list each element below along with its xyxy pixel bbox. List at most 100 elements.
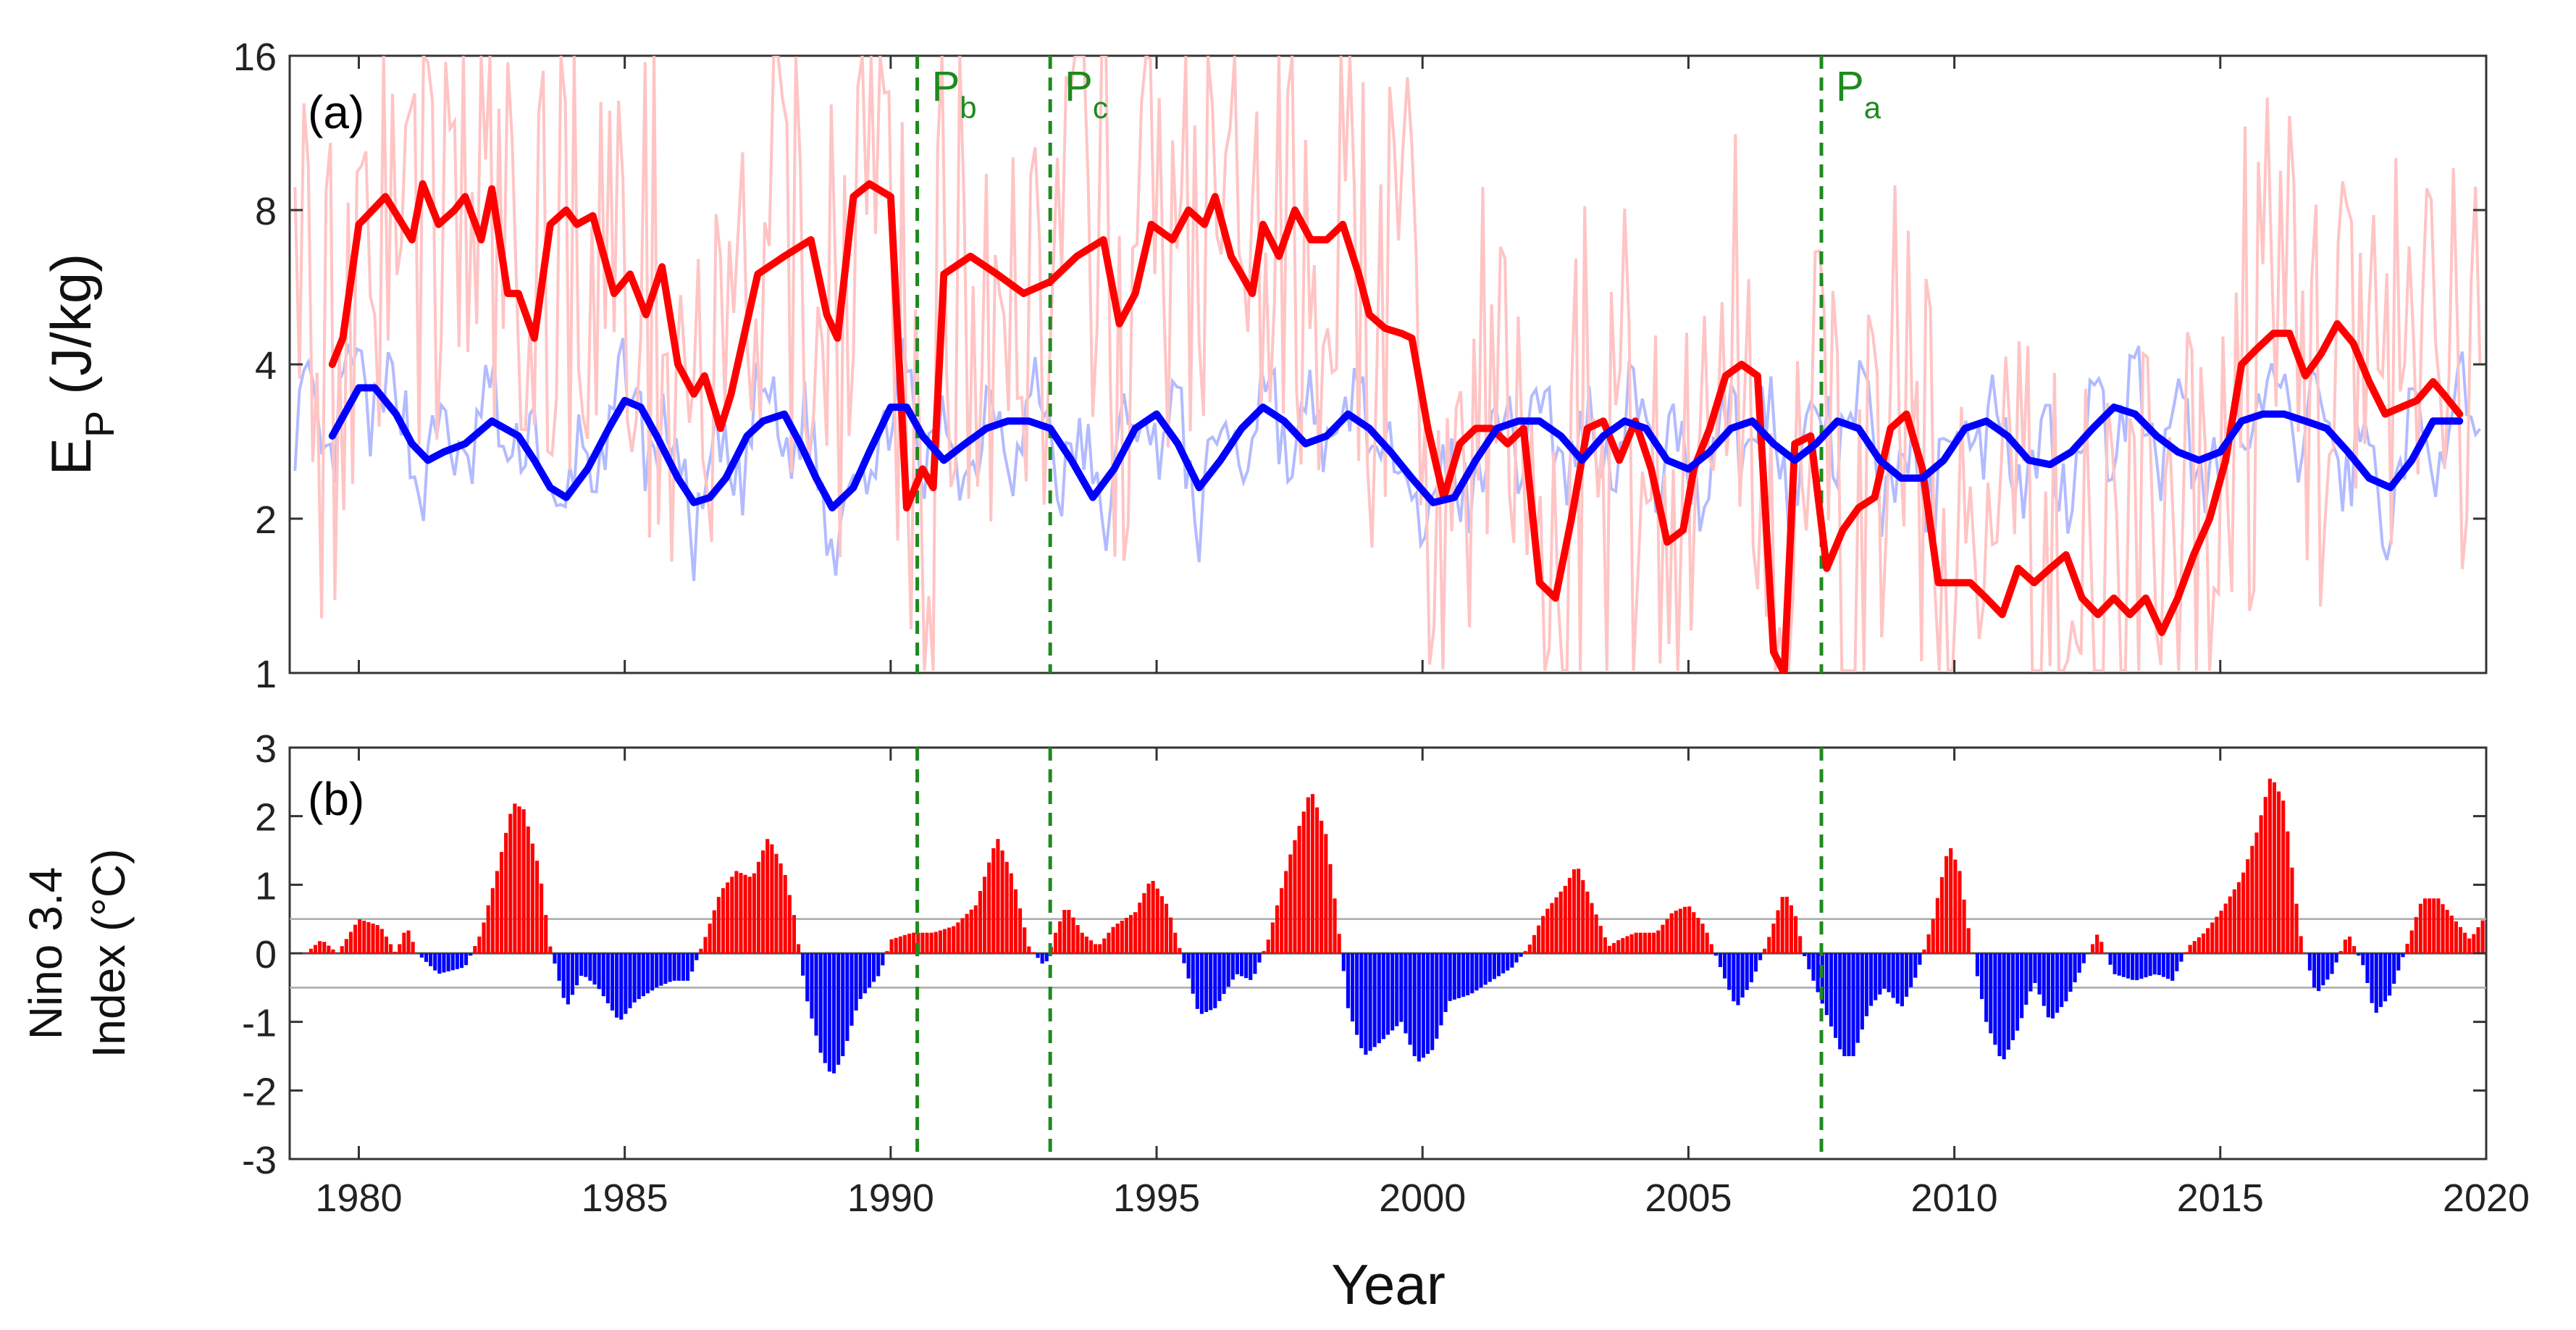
- nino-bar: [2343, 940, 2347, 953]
- ep-monthly-red-line: [293, 56, 2482, 672]
- marker-label-c: Pc: [1065, 63, 1108, 125]
- nino-bar: [854, 953, 858, 1011]
- panel-b-y-axis: -3 -2 -1 0 1 2 3: [242, 727, 2486, 1182]
- nino-bar: [969, 909, 973, 953]
- nino-bar: [1900, 953, 1904, 1007]
- nino-bar: [393, 951, 398, 953]
- nino-bar: [1638, 932, 1642, 953]
- nino-bar: [1860, 953, 1864, 1030]
- nino-bar: [402, 932, 406, 953]
- nino-bar: [1550, 903, 1554, 953]
- nino-bar: [450, 953, 455, 971]
- nino-bar: [1780, 897, 1784, 953]
- nino-bar: [1713, 953, 1718, 956]
- nino-bar: [796, 944, 801, 953]
- nino-bar: [1798, 936, 1803, 953]
- nino-bar: [2029, 953, 2033, 992]
- nino-bar: [1186, 953, 1191, 979]
- nino-bar: [1031, 952, 1036, 953]
- nino-bar: [761, 850, 765, 953]
- nino-bar: [1102, 938, 1107, 953]
- nino-bar: [1709, 944, 1713, 953]
- nino-bar: [2210, 922, 2215, 953]
- ep-smoothed-blue-line: [328, 384, 2464, 511]
- nino-bar: [2476, 927, 2480, 953]
- nino-bar: [610, 953, 615, 1011]
- nino-bar: [1456, 953, 1461, 998]
- nino-bar: [1918, 953, 1922, 965]
- nino-bar: [1470, 953, 1474, 994]
- nino-bar: [1523, 950, 1527, 953]
- nino-bar: [876, 953, 881, 976]
- nino-bar: [566, 953, 570, 1005]
- nino-bar: [2046, 953, 2050, 1018]
- nino-bar: [1133, 912, 1138, 953]
- nino-bar: [313, 945, 318, 953]
- b-ytick-label: -2: [242, 1070, 277, 1113]
- nino-bar: [637, 953, 641, 1000]
- nino-bar: [1333, 898, 1337, 953]
- nino-bar: [2445, 910, 2449, 953]
- nino-bar: [695, 953, 699, 961]
- nino-bar: [2449, 915, 2454, 953]
- nino-bar: [1098, 944, 1102, 953]
- nino-bar: [2033, 953, 2037, 984]
- nino-bar: [2170, 953, 2175, 981]
- a-ytick-label: 16: [233, 35, 277, 79]
- marker-label-a: Pa: [1836, 63, 1881, 125]
- nino-bar: [464, 953, 469, 966]
- nino-bar: [1412, 953, 1417, 1056]
- nino-bar: [1067, 910, 1071, 953]
- b-ytick-label: 0: [255, 933, 277, 976]
- nino-bar: [1966, 928, 1971, 953]
- nino-bar: [2267, 778, 2272, 953]
- nino-bar: [2121, 953, 2126, 977]
- nino-bar: [2422, 898, 2428, 953]
- nino-bar: [1027, 946, 1031, 953]
- nino-bar: [2081, 953, 2086, 963]
- nino-bar: [708, 923, 712, 953]
- nino-bar: [521, 809, 526, 953]
- nino-bar: [597, 953, 601, 990]
- nino-bar: [632, 953, 637, 1003]
- nino-bar: [1178, 948, 1182, 953]
- b-ytick-label: -1: [242, 1002, 277, 1045]
- nino-bar: [1474, 953, 1479, 991]
- nino-bar: [2334, 953, 2338, 963]
- nino-bar: [942, 929, 947, 953]
- b-xtick-label: 2010: [1911, 1176, 1998, 1220]
- nino-bar: [1404, 953, 1408, 1034]
- nino-bar: [1864, 953, 1869, 1016]
- nino-bar: [1958, 871, 1962, 953]
- nino-bar: [1625, 936, 1629, 953]
- nino-bar: [429, 953, 433, 966]
- nino-bar: [2232, 889, 2236, 953]
- nino-bar: [1749, 953, 1753, 982]
- nino-bar: [1270, 922, 1275, 953]
- nino-bar: [1253, 953, 1257, 974]
- nino-bar: [2050, 953, 2055, 1019]
- nino-bar: [499, 852, 504, 953]
- panel-b-bars: [304, 778, 2485, 1074]
- nino-bar: [1009, 873, 1013, 953]
- nino-bar: [1572, 869, 1577, 953]
- nino-bar: [1656, 930, 1661, 953]
- nino-bar: [721, 888, 726, 953]
- nino-bar: [1023, 927, 1027, 953]
- nino-bar: [570, 953, 575, 995]
- nino-bar: [1488, 953, 1492, 982]
- nino-bar: [1364, 953, 1368, 1055]
- a-ytick-label: 1: [255, 653, 277, 696]
- nino-bar: [863, 953, 867, 994]
- nino-bar: [1306, 797, 1310, 953]
- nino-bar: [898, 936, 902, 953]
- nino-bar: [1913, 953, 1918, 978]
- nino-bar: [1763, 948, 1767, 953]
- a-ytick-label: 2: [255, 498, 277, 542]
- panel-a-series: [328, 180, 2464, 673]
- nino-bar: [442, 953, 446, 973]
- nino-bar: [983, 877, 987, 953]
- b-xtick-label: 2000: [1379, 1176, 1466, 1220]
- nino-bar: [1036, 953, 1040, 958]
- nino-bar: [2388, 953, 2392, 996]
